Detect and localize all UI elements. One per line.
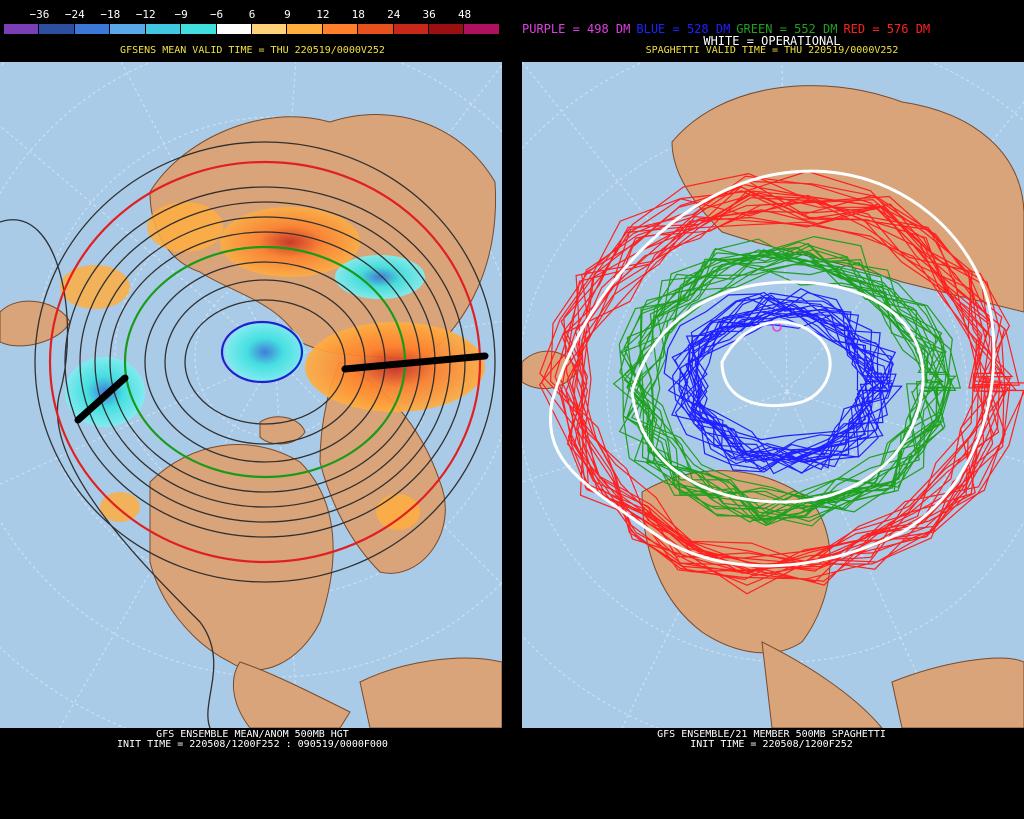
right-footer-title: GFS ENSEMBLE/21 MEMBER 500MB SPAGHETTI xyxy=(657,729,886,740)
spaghetti-chart xyxy=(522,62,1024,728)
spaghetti-member-line xyxy=(618,246,929,510)
ensemble-mean-map xyxy=(0,62,502,728)
spaghetti-member-line xyxy=(554,180,1006,575)
spaghetti-member-line xyxy=(674,307,873,472)
legend-blue: BLUE = 528 DM xyxy=(636,22,731,36)
spaghetti-member-line xyxy=(691,307,903,464)
colorbar-swatch xyxy=(74,24,111,34)
colorbar-tick-label: −6 xyxy=(209,8,224,21)
colorbar-tick-label: 9 xyxy=(284,8,291,21)
colorbar-tick-label: −24 xyxy=(64,8,85,21)
spaghetti-member-line xyxy=(566,203,1018,586)
colorbar-tick-label: −36 xyxy=(29,8,50,21)
spaghetti-member-line xyxy=(583,192,994,582)
spaghetti-member-line xyxy=(688,312,891,474)
colorbar-swatch xyxy=(181,24,217,34)
highlight-contours xyxy=(48,160,482,564)
spaghetti-purple-contour xyxy=(772,322,782,332)
left-valid-time: GFSENS MEAN VALID TIME = THU 220519/0000… xyxy=(120,45,385,56)
colorbar-tick-label: 18 xyxy=(351,8,365,21)
spaghetti-member-line xyxy=(563,172,1003,572)
colorbar-swatch xyxy=(429,24,465,34)
spaghetti-member-line xyxy=(671,297,874,461)
right-footer-init: INIT TIME = 220508/1200F252 xyxy=(690,739,853,750)
spaghetti-member-line xyxy=(638,249,941,519)
spaghetti-member-line xyxy=(630,253,953,504)
height-contours xyxy=(0,141,496,728)
spaghetti-member-line xyxy=(685,301,882,464)
spaghetti-member-line xyxy=(679,288,897,457)
right-valid-time: SPAGHETTI VALID TIME = THU 220519/0000V2… xyxy=(645,45,899,56)
legend-red: RED = 576 DM xyxy=(843,22,931,36)
spaghetti-member-line xyxy=(663,293,882,441)
spaghetti-member-line xyxy=(560,175,1014,566)
spaghetti-member-line xyxy=(623,246,942,523)
colorbar-tick-label: 12 xyxy=(316,8,330,21)
colorbar-swatch xyxy=(4,24,40,34)
colorbar-tick-label: 24 xyxy=(387,8,401,21)
legend-white: WHITE = OPERATIONAL xyxy=(703,34,841,48)
colorbar-tick-label: 36 xyxy=(422,8,436,21)
spaghetti-legend: PURPLE = 498 DM BLUE = 528 DM GREEN = 552 … xyxy=(522,22,1022,36)
colorbar-swatch xyxy=(464,24,500,34)
left-panel: −36 −24 −18 −12 −9 −6 6 9 12 18 24 36 48 GFSENS MEAN… xyxy=(0,0,505,819)
colorbar-swatch xyxy=(393,24,430,34)
colorbar-swatch xyxy=(251,24,288,34)
spaghetti-member-line xyxy=(579,190,1010,580)
colorbar-tick-label: −12 xyxy=(135,8,156,21)
mean-anomaly-chart xyxy=(0,62,502,728)
operational-contours xyxy=(549,169,996,568)
colorbar-swatch xyxy=(287,24,323,34)
colorbar-tick-label: −9 xyxy=(174,8,188,21)
legend-green: GREEN = 552 DM xyxy=(736,22,838,36)
legend-purple: PURPLE = 498 DM xyxy=(522,22,631,36)
spaghetti-member-line xyxy=(575,200,999,581)
colorbar-tick-label: −18 xyxy=(100,8,121,21)
colorbar-swatch xyxy=(145,24,182,34)
colorbar-ticks: −36 −24 −18 −12 −9 −6 6 9 12 18 24 36 48 xyxy=(0,8,504,21)
spaghetti-member-line xyxy=(559,194,1012,572)
colorbar-swatch xyxy=(110,24,146,34)
spaghetti-member-line xyxy=(565,190,1008,573)
colorbar-swatch xyxy=(216,24,252,34)
left-footer-title: GFS ENSEMBLE MEAN/ANOM 500MB HGT xyxy=(156,729,349,740)
left-footer-init: INIT TIME = 220508/1200F252 : 090519/000… xyxy=(117,739,388,750)
spaghetti-member-line xyxy=(570,195,1024,586)
spaghetti-member-line xyxy=(620,250,947,510)
anomaly-colorbar xyxy=(4,24,500,34)
trough-axis-lines xyxy=(74,352,489,424)
spaghetti-member-line xyxy=(556,186,1003,574)
colorbar-swatch xyxy=(39,24,75,34)
spaghetti-member-line xyxy=(696,294,893,463)
colorbar-swatch xyxy=(322,24,359,34)
spaghetti-member-line xyxy=(630,249,957,523)
colorbar-tick-label: 6 xyxy=(248,8,256,21)
spaghetti-member-line xyxy=(619,238,947,499)
spaghetti-map xyxy=(522,62,1024,728)
spaghetti-member-line xyxy=(690,291,892,463)
colorbar-tick-label: 48 xyxy=(457,8,472,21)
colorbar-swatch xyxy=(358,24,394,34)
spaghetti-member-line xyxy=(549,180,995,572)
